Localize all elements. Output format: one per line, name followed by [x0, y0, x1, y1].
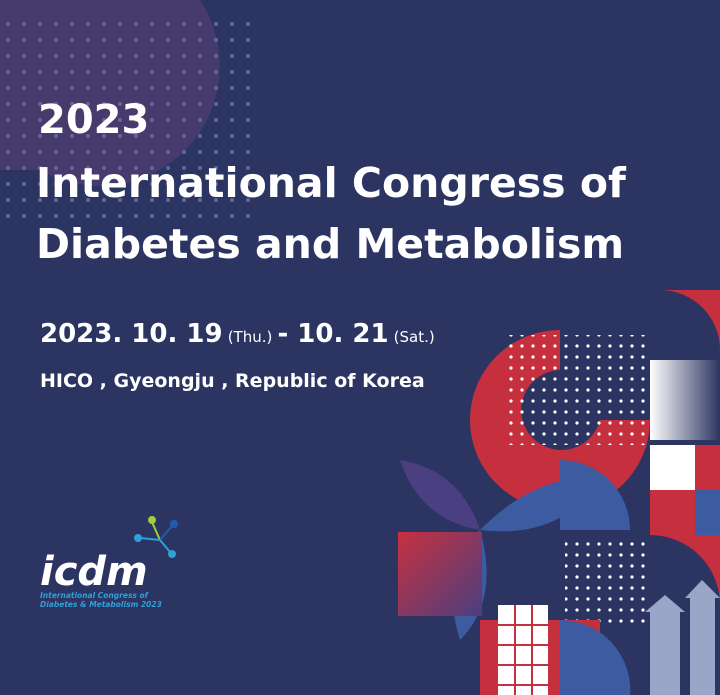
geometric-art	[398, 290, 720, 695]
top-decoration	[0, 0, 250, 220]
title-line: Diabetes and Metabolism	[36, 220, 624, 268]
logo-wordmark: icdm	[40, 549, 148, 595]
year: 2023	[38, 97, 149, 143]
title-line: International Congress of	[36, 159, 627, 207]
start-date: 2023. 10. 19	[40, 319, 223, 349]
start-day: (Thu.)	[228, 328, 273, 346]
venue: HICO , Gyeongju , Republic of Korea	[40, 370, 425, 392]
logo-subtitle: International Congress of	[40, 591, 150, 600]
dates: 2023. 10. 19 (Thu.) - 10. 21 (Sat.)	[40, 319, 435, 349]
logo: icdm International Congress of Diabetes …	[40, 516, 178, 609]
end-day: (Sat.)	[394, 328, 435, 346]
logo-subtitle: Diabetes & Metabolism 2023	[40, 600, 162, 609]
logo-icon	[134, 516, 178, 558]
end-date: - 10. 21	[277, 319, 388, 349]
